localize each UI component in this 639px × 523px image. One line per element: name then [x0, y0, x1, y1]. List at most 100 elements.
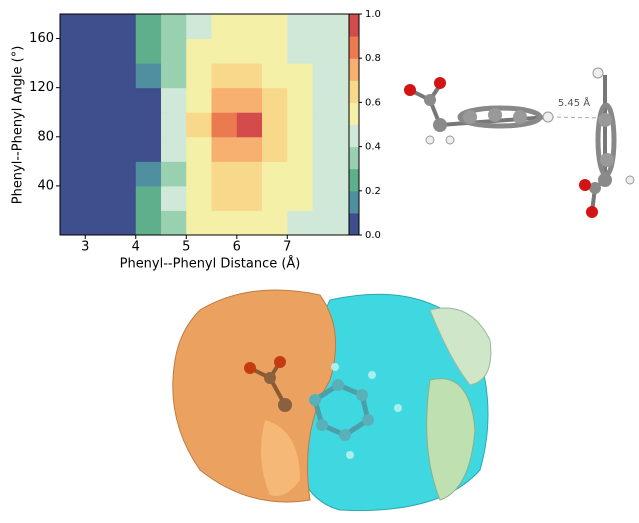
contour-cell — [60, 210, 86, 236]
contour-cell — [161, 210, 187, 236]
contour-cell — [211, 63, 238, 89]
contour-cell — [110, 136, 137, 162]
contour-cell — [262, 14, 288, 40]
contour-cell — [85, 210, 112, 236]
contour-cell — [135, 112, 162, 138]
contour-cell — [211, 112, 238, 138]
contour-cell — [135, 63, 162, 89]
isosurface-illustration — [172, 289, 492, 511]
contour-cell — [262, 38, 288, 64]
contour-cell — [161, 38, 187, 64]
contour-cell — [186, 112, 213, 138]
contour-cell — [85, 63, 112, 89]
colorbar-segment — [349, 14, 359, 37]
colorbar-tick-label: 0.4 — [365, 142, 381, 153]
contour-cell — [186, 185, 213, 211]
contour-cell — [211, 14, 238, 40]
contour-cell — [60, 38, 86, 64]
colorbar-tick-label: 0.0 — [365, 230, 381, 241]
contour-cell — [110, 87, 137, 113]
x-tick-label: 4 — [132, 240, 140, 255]
contour-cell — [262, 87, 288, 113]
contour-cell — [110, 14, 137, 40]
contour-cell — [262, 210, 288, 236]
contour-cell — [161, 14, 187, 40]
contour-cell — [186, 38, 213, 64]
contour-cell — [236, 136, 263, 162]
contour-cell — [161, 87, 187, 113]
contour-cell — [135, 87, 162, 113]
colorbar-segment — [349, 36, 359, 59]
contour-cell — [312, 112, 339, 138]
contour-cell — [287, 185, 314, 211]
colorbar-segment — [349, 212, 359, 236]
contour-cell — [312, 161, 339, 187]
colorbar-tick-label: 1.0 — [365, 9, 381, 20]
contour-cell — [135, 185, 162, 211]
contour-cell — [262, 161, 288, 187]
contour-cell — [312, 185, 339, 211]
x-tick-label: 3 — [81, 240, 89, 255]
contour-cell — [287, 14, 314, 40]
colorbar-segment — [349, 146, 359, 170]
contour-cell — [135, 210, 162, 236]
contour-cell — [211, 210, 238, 236]
contour-cell — [85, 87, 112, 113]
contour-cell — [60, 14, 86, 40]
contour-cell — [135, 136, 162, 162]
contour-cell — [135, 38, 162, 64]
contour-cell — [262, 185, 288, 211]
contour-cell — [60, 136, 86, 162]
contour-cell — [85, 136, 112, 162]
contour-cell — [287, 112, 314, 138]
colorbar-tick-label: 0.6 — [365, 97, 381, 108]
contour-cell — [110, 161, 137, 187]
contour-cell — [110, 38, 137, 64]
contour-cell — [236, 210, 263, 236]
contour-cell — [135, 161, 162, 187]
colorbar-segment — [349, 124, 359, 148]
contour-cell — [211, 161, 238, 187]
contour-cell — [312, 87, 339, 113]
contour-cell — [85, 185, 112, 211]
contour-cell — [110, 210, 137, 236]
colorbar-segment — [349, 102, 359, 125]
x-tick-label: 6 — [233, 240, 241, 255]
contour-cell — [211, 185, 238, 211]
contour-cell — [85, 161, 112, 187]
contour-cell — [312, 63, 339, 89]
contour-cell — [60, 87, 86, 113]
contour-cell — [236, 112, 263, 138]
contour-cell — [135, 14, 162, 40]
contour-cell — [186, 136, 213, 162]
contour-cell — [186, 63, 213, 89]
contour-cell — [312, 38, 339, 64]
contour-cell — [236, 63, 263, 89]
contour-cell — [287, 161, 314, 187]
contour-cell — [60, 112, 86, 138]
contour-cell — [60, 185, 86, 211]
contour-cell — [85, 38, 112, 64]
y-tick-label: 40 — [37, 178, 54, 193]
y-tick-label: 120 — [29, 80, 54, 95]
contour-cell — [211, 38, 238, 64]
contour-cell — [262, 112, 288, 138]
contour-cell — [262, 136, 288, 162]
contour-cell — [161, 136, 187, 162]
contour-cell — [186, 14, 213, 40]
colorbar-segment — [349, 80, 359, 103]
contour-cell — [312, 210, 339, 236]
colorbar-tick-label: 0.8 — [365, 53, 381, 64]
contour-cell — [211, 87, 238, 113]
contour-cell — [60, 63, 86, 89]
contour-cell — [110, 63, 137, 89]
contour-cell — [287, 87, 314, 113]
colorbar-segment — [349, 168, 359, 192]
distance-label: 5.45 Å — [558, 96, 590, 109]
y-tick-label: 80 — [37, 129, 54, 144]
contour-cell — [161, 161, 187, 187]
y-tick-label: 160 — [29, 31, 54, 46]
contour-cell — [262, 63, 288, 89]
contour-cell — [161, 185, 187, 211]
